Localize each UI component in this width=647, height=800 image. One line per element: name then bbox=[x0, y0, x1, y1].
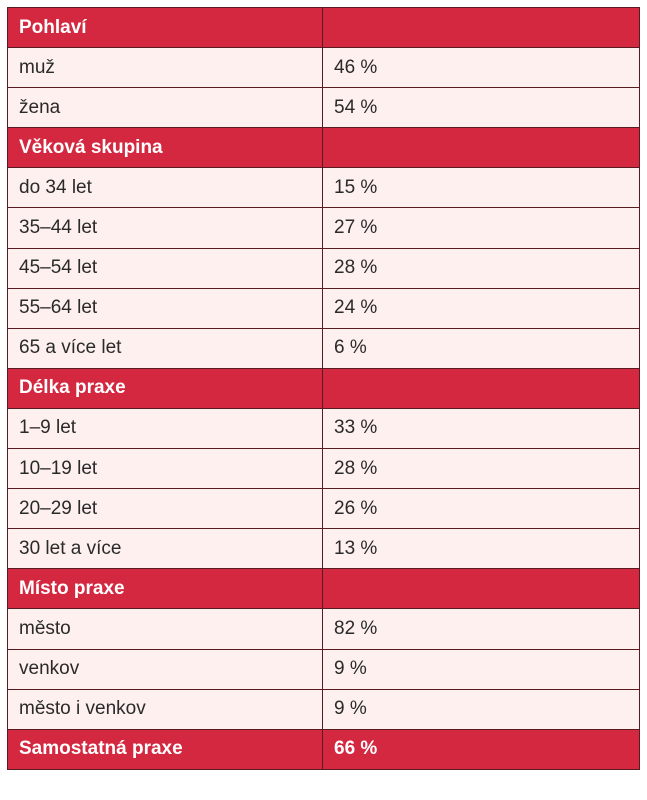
row-label: 35–44 let bbox=[7, 207, 323, 249]
row-value: 26 % bbox=[322, 488, 640, 530]
section-title: Věková skupina bbox=[7, 127, 323, 169]
section-header-pohlavi: Pohlaví bbox=[7, 6, 640, 49]
row-label: město i venkov bbox=[7, 688, 323, 730]
table-row: 55–64 let 24 % bbox=[7, 287, 640, 329]
row-label: muž bbox=[7, 47, 323, 89]
section-title-empty bbox=[322, 127, 640, 169]
section-title-empty bbox=[322, 568, 640, 610]
table-row: 10–19 let 28 % bbox=[7, 448, 640, 490]
summary-label: Samostatná praxe bbox=[7, 728, 323, 770]
table-row: 30 let a více 13 % bbox=[7, 528, 640, 570]
row-label: 1–9 let bbox=[7, 407, 323, 450]
row-value: 15 % bbox=[322, 167, 640, 209]
table-row: venkov 9 % bbox=[7, 648, 640, 690]
table-row: 1–9 let 33 % bbox=[7, 407, 640, 450]
row-value: 28 % bbox=[322, 247, 640, 289]
row-label: 30 let a více bbox=[7, 528, 323, 570]
row-value: 28 % bbox=[322, 448, 640, 490]
row-label: 55–64 let bbox=[7, 287, 323, 329]
row-label: 10–19 let bbox=[7, 448, 323, 490]
table-row: muž 46 % bbox=[7, 47, 640, 89]
section-header-vekova-skupina: Věková skupina bbox=[7, 127, 640, 169]
row-value: 9 % bbox=[322, 688, 640, 730]
row-label: město bbox=[7, 608, 323, 650]
row-label: 65 a více let bbox=[7, 327, 323, 369]
row-value: 27 % bbox=[322, 207, 640, 249]
table-row: 65 a více let 6 % bbox=[7, 327, 640, 369]
section-title-empty bbox=[322, 6, 640, 49]
summary-row: Samostatná praxe 66 % bbox=[7, 728, 640, 770]
row-value: 9 % bbox=[322, 648, 640, 690]
row-value: 54 % bbox=[322, 87, 640, 129]
row-value: 82 % bbox=[322, 608, 640, 650]
row-value: 46 % bbox=[322, 47, 640, 89]
table-row: 20–29 let 26 % bbox=[7, 488, 640, 530]
row-value: 6 % bbox=[322, 327, 640, 369]
table-row: 45–54 let 28 % bbox=[7, 247, 640, 289]
row-label: do 34 let bbox=[7, 167, 323, 209]
row-value: 13 % bbox=[322, 528, 640, 570]
section-title: Délka praxe bbox=[7, 367, 323, 409]
row-label: žena bbox=[7, 87, 323, 129]
row-value: 33 % bbox=[322, 407, 640, 450]
section-title: Pohlaví bbox=[7, 6, 323, 49]
row-value: 24 % bbox=[322, 287, 640, 329]
table-row: žena 54 % bbox=[7, 87, 640, 129]
table-row: 35–44 let 27 % bbox=[7, 207, 640, 249]
table-row: město i venkov 9 % bbox=[7, 688, 640, 730]
table-row: do 34 let 15 % bbox=[7, 167, 640, 209]
row-label: 45–54 let bbox=[7, 247, 323, 289]
row-label: venkov bbox=[7, 648, 323, 690]
section-title: Místo praxe bbox=[7, 568, 323, 610]
row-label: 20–29 let bbox=[7, 488, 323, 530]
section-header-misto-praxe: Místo praxe bbox=[7, 568, 640, 610]
demographics-table: Pohlaví muž 46 % žena 54 % Věková skupin… bbox=[7, 6, 640, 770]
table-row: město 82 % bbox=[7, 608, 640, 650]
section-header-delka-praxe: Délka praxe bbox=[7, 367, 640, 409]
section-title-empty bbox=[322, 367, 640, 409]
summary-value: 66 % bbox=[322, 728, 640, 770]
